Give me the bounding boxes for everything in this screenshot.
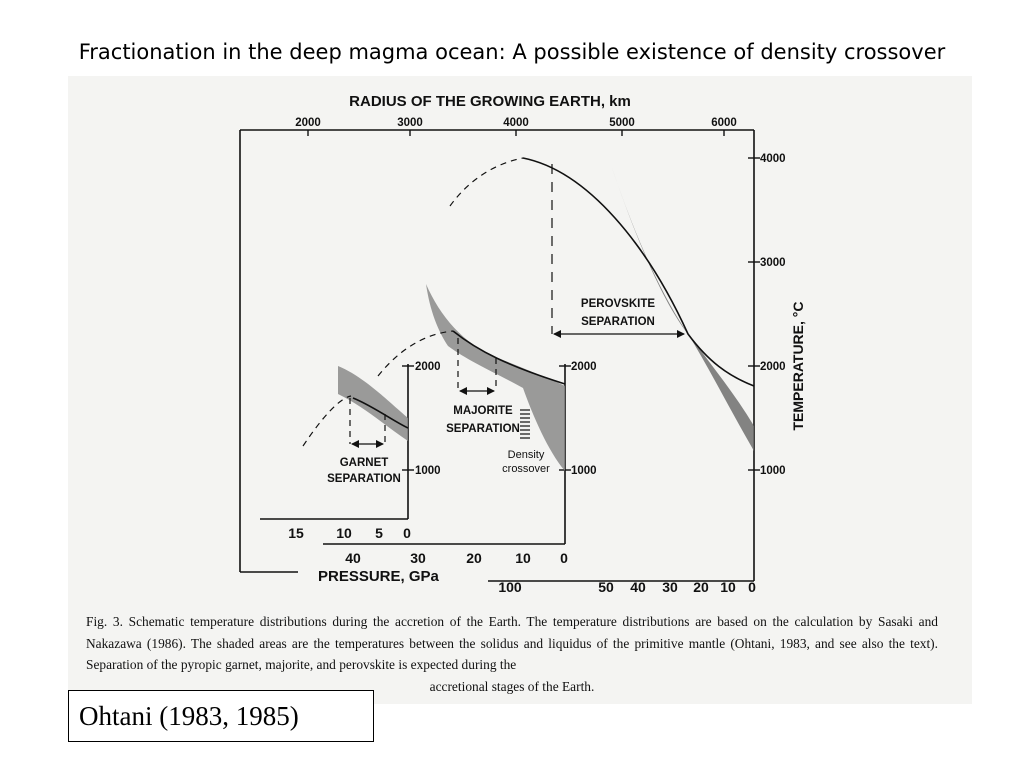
right-tick-label: 1000: [760, 465, 786, 477]
density-crossover-label: crossover: [502, 463, 550, 475]
right-axis-ticks: [748, 157, 760, 471]
top-axis-ticks: [307, 130, 725, 136]
mid-pressure-tick: 30: [410, 550, 426, 566]
majorite-label: SEPARATION: [446, 423, 520, 435]
small-pressure-tick: 5: [375, 525, 383, 541]
big-pressure-tick: 20: [693, 579, 709, 595]
perovskite-label: PEROVSKITE: [581, 298, 655, 310]
top-tick-label: 6000: [711, 117, 737, 129]
small-temp-tick: 2000: [415, 361, 441, 373]
caption-main: Fig. 3. Schematic temperature distributi…: [86, 614, 938, 672]
caption-last-line: accretional stages of the Earth.: [429, 678, 595, 694]
mid-pressure-tick: 10: [515, 550, 531, 566]
density-crossover-marker: [520, 409, 530, 439]
big-pressure-tick: 100: [498, 579, 522, 595]
perovskite-label: SEPARATION: [581, 316, 655, 328]
small-pressure-tick: 10: [336, 525, 352, 541]
garnet-label: GARNET: [340, 457, 389, 469]
slide-title: Fractionation in the deep magma ocean: A…: [78, 40, 946, 64]
right-tick-label: 3000: [760, 257, 786, 269]
mid-temp-tick: 1000: [571, 465, 597, 477]
top-tick-label: 3000: [397, 117, 423, 129]
accretion-temperature-figure: RADIUS OF THE GROWING EARTH, km 2000 300…: [239, 93, 806, 595]
majorite-dashed-curve: [377, 330, 454, 377]
figure-scan: RADIUS OF THE GROWING EARTH, km 2000 300…: [68, 76, 972, 704]
garnet-dashed-curve: [302, 395, 352, 447]
perovskite-temperature-curve: [522, 157, 755, 387]
top-tick-label: 4000: [503, 117, 529, 129]
citation-box: Ohtani (1983, 1985): [68, 690, 374, 742]
right-tick-label: 2000: [760, 361, 786, 373]
top-tick-label: 2000: [295, 117, 321, 129]
small-temp-tick: 1000: [415, 465, 441, 477]
right-axis-title: TEMPERATURE, °C: [790, 301, 806, 430]
top-tick-label: 5000: [609, 117, 635, 129]
mid-temp-tick: 2000: [571, 361, 597, 373]
mid-pressure-tick: 20: [466, 550, 482, 566]
big-pressure-tick: 0: [748, 579, 756, 595]
mid-pressure-tick: 0: [560, 550, 568, 566]
majorite-temperature-curve: [452, 330, 566, 385]
top-axis-title: RADIUS OF THE GROWING EARTH, km: [349, 93, 631, 110]
big-pressure-tick: 40: [630, 579, 646, 595]
garnet-melting-band: [338, 366, 408, 441]
perovskite-dashed-curve: [449, 157, 524, 207]
big-pressure-tick: 30: [662, 579, 678, 595]
garnet-label: SEPARATION: [327, 473, 401, 485]
majorite-label: MAJORITE: [453, 405, 513, 417]
bottom-axis-title: PRESSURE, GPa: [318, 568, 440, 585]
majorite-melting-band: [426, 284, 565, 471]
perovskite-melting-band: [608, 156, 754, 451]
garnet-temperature-curve: [352, 397, 409, 429]
mid-pressure-tick: 40: [345, 550, 361, 566]
big-pressure-tick: 50: [598, 579, 614, 595]
big-pressure-tick: 10: [720, 579, 736, 595]
small-pressure-tick: 15: [288, 525, 304, 541]
figure-caption: Fig. 3. Schematic temperature distributi…: [86, 611, 938, 697]
small-pressure-tick: 0: [403, 525, 411, 541]
right-tick-label: 4000: [760, 153, 786, 165]
density-crossover-label: Density: [508, 449, 545, 461]
